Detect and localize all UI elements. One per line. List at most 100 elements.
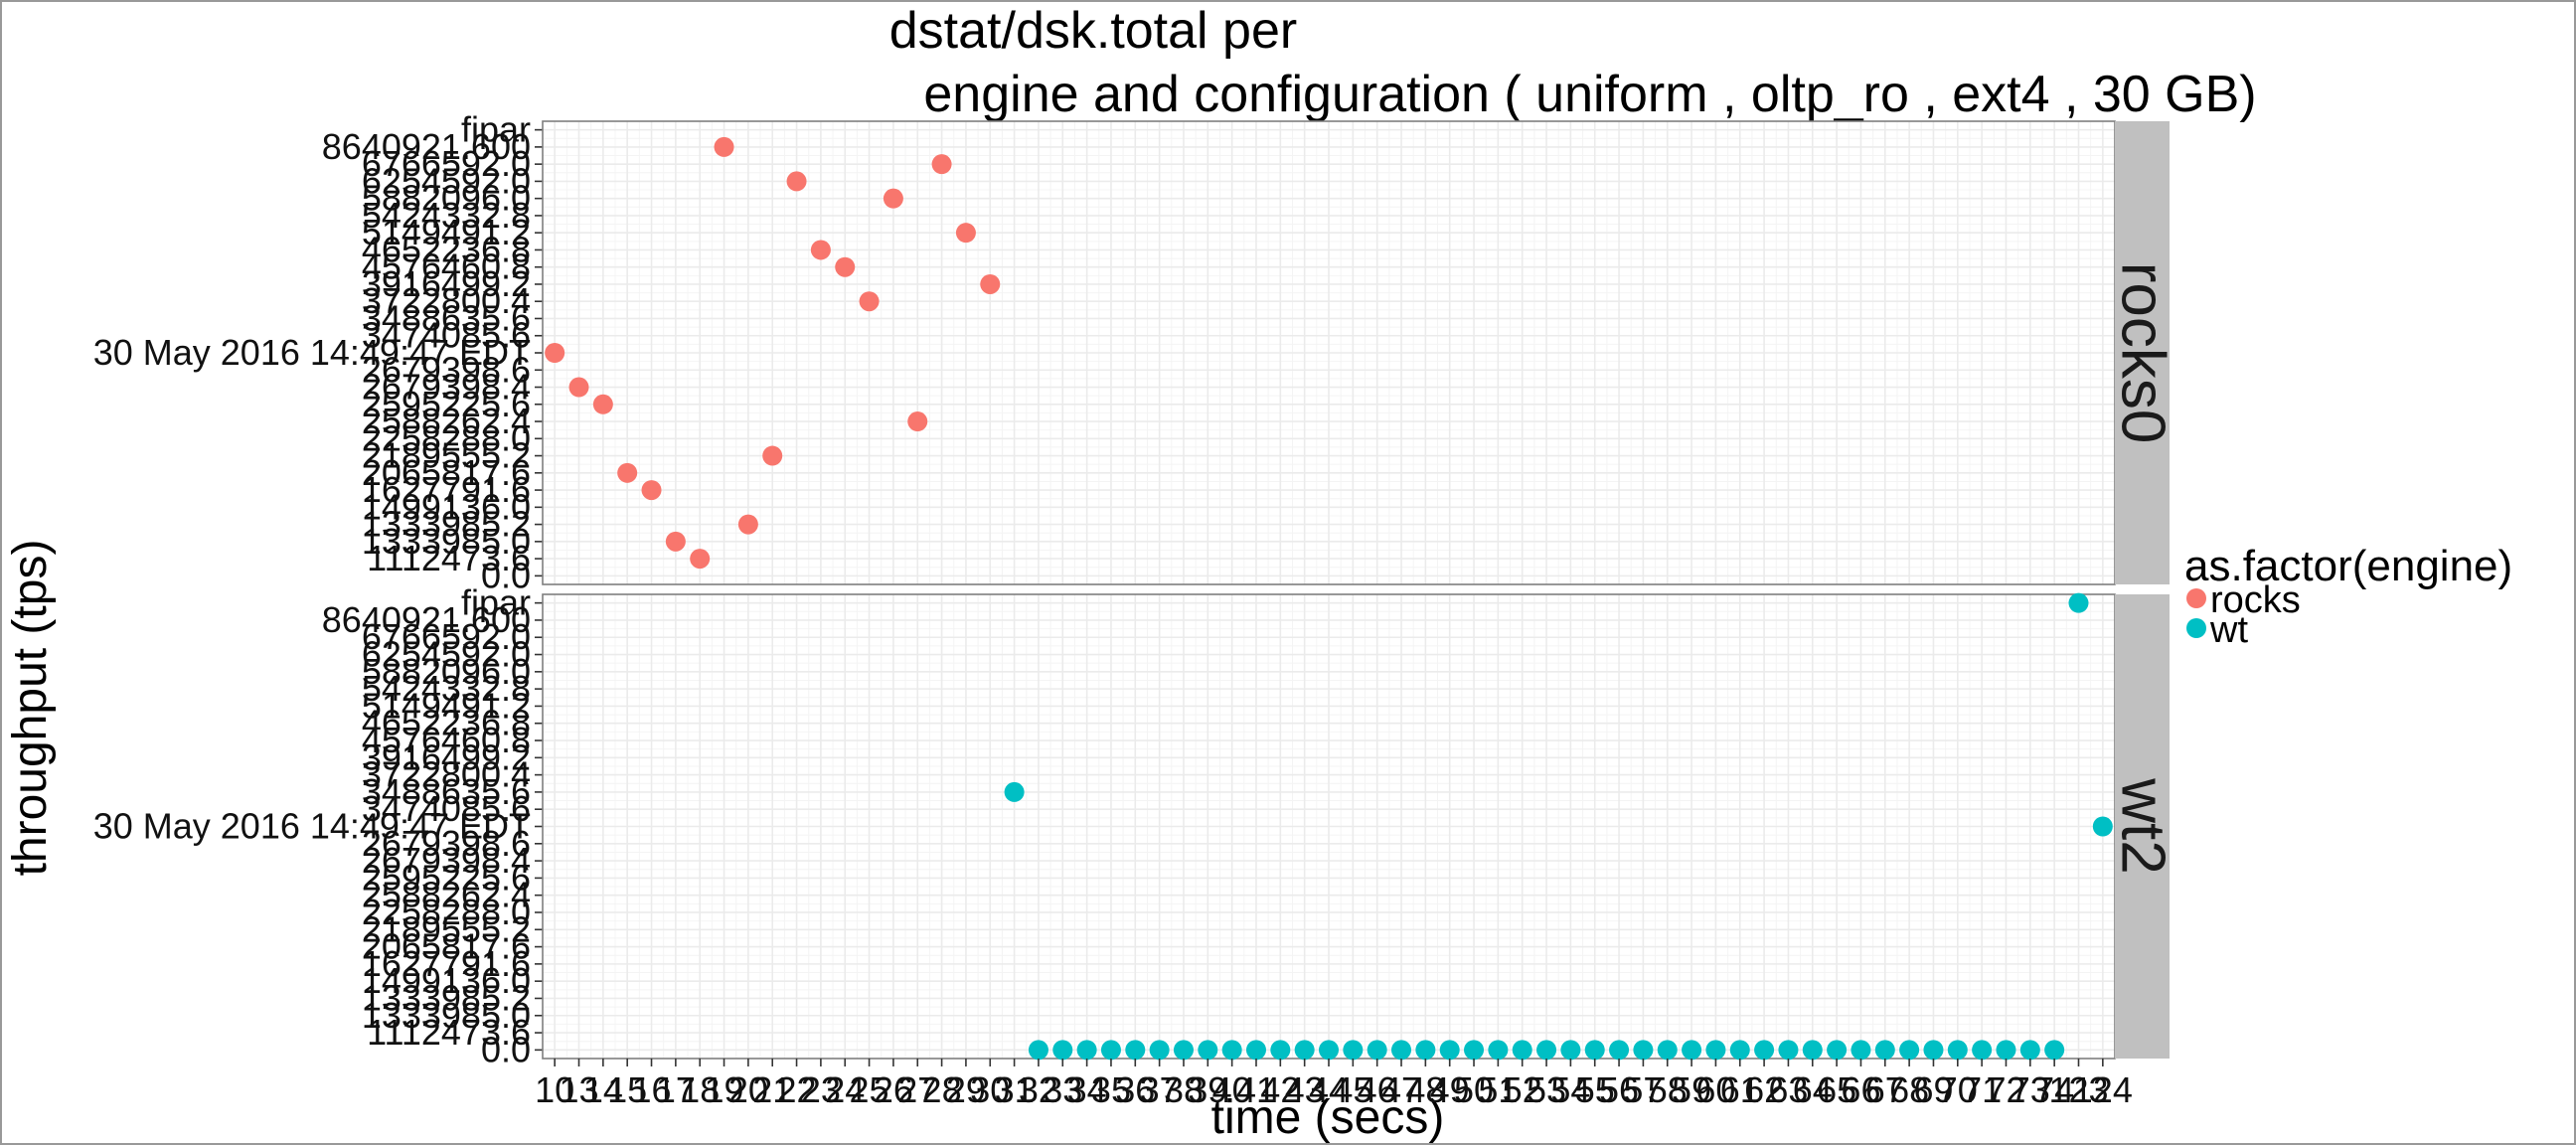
data-point — [883, 188, 903, 209]
y-axis-title: throughput (tps) — [4, 540, 57, 877]
data-point — [1754, 1040, 1775, 1061]
y-tick-label: 2679398.4 — [362, 367, 531, 408]
x-tick-label: 74 — [2034, 1069, 2074, 1110]
data-point — [1947, 1040, 1968, 1061]
data-point — [617, 462, 638, 483]
data-point — [859, 291, 880, 312]
y-tick-label: 6766592.0 — [362, 616, 531, 657]
data-point — [641, 480, 662, 501]
data-point — [1149, 1040, 1170, 1061]
x-tick-label: 70 — [1938, 1069, 1978, 1110]
y-tick-label: 1627791.6 — [362, 469, 531, 510]
x-tick-label: 23 — [801, 1069, 841, 1110]
y-tick-label: 6766592.0 — [362, 143, 531, 184]
x-tick-label: 71 — [1962, 1069, 2002, 1110]
x-tick-label: 60 — [1695, 1069, 1735, 1110]
panels: 0.01112473.61333985.01333985.21499136.01… — [93, 109, 2177, 1070]
x-tick-label: 64 — [1793, 1069, 1833, 1110]
y-tick-label: 2189555.2 — [362, 908, 531, 949]
x-tick-label: 26 — [874, 1069, 913, 1110]
data-point — [980, 273, 1001, 294]
y-tick-label: 5424332.8 — [362, 668, 531, 709]
data-point — [1899, 1040, 1920, 1061]
data-point — [2044, 1040, 2065, 1061]
data-point — [1512, 1040, 1532, 1061]
x-tick-label: 34 — [1067, 1069, 1107, 1110]
x-tick-label: 38 — [1164, 1069, 1204, 1110]
x-tick-label: 50 — [1454, 1069, 1494, 1110]
y-tick-label: 2679398.4 — [362, 840, 531, 881]
data-point — [2068, 592, 2089, 613]
x-tick-label: 124 — [2073, 1069, 2133, 1110]
facet-panel-rocks0: 0.01112473.61333985.01333985.21499136.01… — [93, 109, 2177, 596]
y-tick-label: 3722800.4 — [362, 754, 531, 795]
legend-label-rocks: rocks — [2210, 579, 2301, 621]
y-tick-label: 1112473.6 — [367, 1012, 531, 1053]
data-point — [762, 445, 783, 466]
x-tick-label: 62 — [1744, 1069, 1784, 1110]
legend-key-rocks — [2186, 588, 2206, 608]
data-point — [1464, 1040, 1485, 1061]
x-tick-label: 24 — [825, 1069, 865, 1110]
y-tick-label: 0.0 — [481, 1029, 531, 1069]
y-tick-label: 1333985.0 — [362, 521, 531, 562]
y-tick-label: 1112473.6 — [367, 538, 531, 578]
data-point — [2092, 816, 2113, 837]
legend-label-wt: wt — [2209, 609, 2248, 651]
x-tick-label: 68 — [1889, 1069, 1929, 1110]
x-tick-label: 33 — [1043, 1069, 1082, 1110]
y-tick-label: 4652236.8 — [362, 229, 531, 269]
data-point — [1972, 1040, 1993, 1061]
x-tick-label: 123 — [2048, 1069, 2108, 1110]
x-tick-label: 32 — [1019, 1069, 1058, 1110]
x-axis-title: time (secs) — [1211, 1091, 1445, 1144]
data-point — [931, 154, 952, 175]
y-tick-label: 5149491.2 — [362, 685, 531, 726]
x-tick-label: 39 — [1188, 1069, 1227, 1110]
x-tick-label: 41 — [1236, 1069, 1276, 1110]
data-point — [1439, 1040, 1460, 1061]
data-point — [1270, 1040, 1291, 1061]
y-tick-label: 2679398.6 — [362, 349, 531, 390]
facet-panel-wt2: 0.01112473.61333985.01333985.21499136.01… — [93, 582, 2177, 1070]
x-tick-label: 20 — [728, 1069, 768, 1110]
x-tick-label: 53 — [1527, 1069, 1566, 1110]
data-point — [1609, 1040, 1630, 1061]
data-point — [907, 411, 928, 432]
data-point — [810, 240, 831, 260]
x-tick-label: 61 — [1720, 1069, 1760, 1110]
x-tick-label: 67 — [1865, 1069, 1905, 1110]
data-point — [786, 171, 807, 192]
data-point — [1004, 781, 1025, 802]
y-tick-label: 1499136.0 — [362, 960, 531, 1001]
data-point — [1584, 1040, 1605, 1061]
x-tick-label: 65 — [1817, 1069, 1856, 1110]
y-tick-label: 1333985.2 — [362, 977, 531, 1018]
x-tick-label: 49 — [1430, 1069, 1470, 1110]
x-tick-label: 52 — [1503, 1069, 1542, 1110]
x-tick-label: 55 — [1575, 1069, 1615, 1110]
x-tick-label: 43 — [1285, 1069, 1325, 1110]
x-tick-label: 63 — [1768, 1069, 1808, 1110]
x-tick-label: 51 — [1478, 1069, 1518, 1110]
y-tick-label: 2189555.2 — [362, 435, 531, 476]
x-tick-label: 21 — [752, 1069, 792, 1110]
data-point — [1221, 1040, 1242, 1061]
x-tick-label: 66 — [1841, 1069, 1880, 1110]
x-tick-label: 17 — [656, 1069, 696, 1110]
x-tick-label: 13 — [559, 1069, 598, 1110]
data-point — [1294, 1040, 1315, 1061]
facet-strip-label: wt2 — [2109, 777, 2177, 874]
y-tick-label: 3916499.2 — [362, 263, 531, 304]
x-tick-label: 69 — [1913, 1069, 1953, 1110]
data-point — [665, 531, 686, 552]
y-tick-label: 3916499.2 — [362, 736, 531, 777]
x-tick-label: 14 — [583, 1069, 623, 1110]
data-point — [1657, 1040, 1678, 1061]
data-point — [714, 136, 734, 157]
data-point — [835, 256, 856, 277]
data-point — [1778, 1040, 1799, 1061]
x-tick-label: 47 — [1381, 1069, 1421, 1110]
